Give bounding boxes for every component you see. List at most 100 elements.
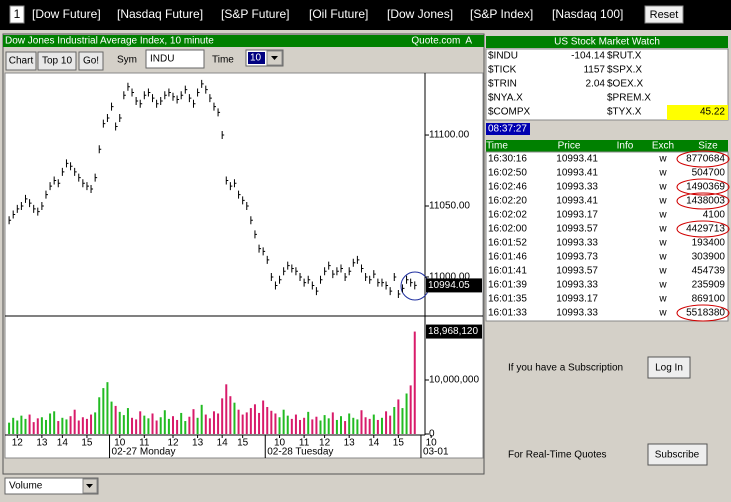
price-bar (291, 264, 294, 273)
x-tick-label: 14 (217, 438, 229, 449)
volume-bar (340, 416, 342, 434)
watch-value: -104.14 (571, 51, 605, 62)
date-label: 02-27 Monday (112, 447, 176, 458)
chart-title: Dow Jones Industrial Average Index, 10 m… (5, 36, 214, 47)
volume-bar (376, 419, 379, 434)
price-bar (225, 176, 229, 185)
trade-exch: w (658, 308, 667, 319)
reset-label[interactable]: Reset (650, 9, 679, 21)
price-bar (94, 173, 98, 182)
nav-link[interactable]: [Nasdaq 100] (552, 7, 623, 21)
y-tick-label: 11050.00 (429, 201, 470, 212)
trade-size: 5518380 (686, 308, 725, 319)
subscribe-label[interactable]: Subscribe (655, 450, 700, 461)
price-bar (176, 95, 180, 104)
price-bar (98, 145, 102, 154)
price-bar (299, 272, 303, 281)
chart-header (3, 35, 484, 47)
volume-bar (8, 422, 11, 434)
page-button-label[interactable]: 1 (14, 7, 21, 21)
chart-button[interactable] (5, 51, 37, 71)
login-button[interactable] (647, 356, 691, 379)
indicator-value[interactable]: Volume (9, 481, 43, 492)
price-bar (53, 176, 57, 185)
go-button[interactable] (78, 51, 104, 71)
trade-price: 10993.33 (556, 182, 598, 193)
price-bar (147, 88, 151, 97)
price-bar (131, 88, 135, 97)
nav-link[interactable]: [Dow Jones] (387, 7, 453, 21)
volume-bar (258, 412, 261, 434)
volume-bar (126, 408, 129, 434)
sym-input[interactable] (145, 49, 205, 69)
x-tick-label: 13 (344, 438, 356, 449)
price-bar (385, 281, 389, 290)
volume-bar (249, 408, 252, 434)
volume-bar (319, 420, 322, 434)
trade-price: 10993.17 (556, 210, 598, 221)
x-tick-label: 13 (36, 438, 48, 449)
x-tick-label: 15 (81, 438, 93, 449)
volume-bar (385, 411, 388, 434)
trade-time: 16:02:00 (488, 224, 527, 235)
price-bar (324, 267, 327, 276)
volume-bar (57, 421, 60, 434)
volume-bar (192, 409, 195, 434)
rt-text: For Real-Time Quotes (508, 450, 607, 461)
volume-bar (40, 417, 43, 434)
login-label[interactable]: Log In (655, 363, 683, 374)
volume-bar (159, 417, 162, 434)
price-bar (295, 267, 298, 276)
watch-value: 1157 (583, 65, 605, 76)
time-value[interactable]: 10 (250, 53, 262, 64)
price-bar (180, 91, 184, 100)
watch-value: 45.22 (700, 107, 725, 118)
nav-link[interactable]: [S&P Index] (470, 7, 533, 21)
nav-link[interactable]: [S&P Future] (221, 7, 289, 21)
sym-value[interactable]: INDU (150, 54, 174, 65)
watch-symbol: $INDU (488, 51, 518, 62)
volume-bar (262, 400, 265, 434)
trade-time: 16:01:41 (488, 266, 527, 277)
nav-link[interactable]: [Dow Future] (32, 7, 101, 21)
nav-link[interactable]: [Nasdaq Future] (117, 7, 203, 21)
nav-link[interactable]: [Oil Future] (309, 7, 368, 21)
price-bar (311, 281, 315, 290)
watch-symbol: $RUT.X (607, 51, 642, 62)
price-bar (287, 261, 290, 270)
price-bar (29, 199, 32, 208)
price-bar (156, 99, 159, 108)
price-bar (328, 261, 331, 270)
price-bar (102, 119, 106, 128)
volume-bar (253, 404, 256, 434)
reset-button[interactable] (644, 5, 684, 24)
price-bar (365, 272, 368, 281)
page-button[interactable] (9, 5, 25, 24)
price-bar (37, 207, 40, 216)
y-tick-label: 0 (429, 429, 435, 440)
volume-bar (184, 421, 187, 434)
chart-button-label[interactable]: Chart (9, 56, 34, 67)
price-bar (8, 216, 12, 225)
price-bar (401, 284, 405, 293)
trade-price: 10993.33 (556, 280, 598, 291)
top10-button[interactable] (37, 51, 77, 71)
price-bar (303, 278, 307, 287)
indicator-select[interactable] (4, 477, 99, 495)
size-circle (676, 192, 730, 210)
price-bar (307, 275, 311, 284)
volume-bar (372, 414, 375, 434)
volume-bar (368, 418, 371, 434)
subscribe-button[interactable] (647, 443, 708, 466)
go-button-label[interactable]: Go! (83, 56, 99, 67)
volume-bar (94, 412, 97, 434)
watch-symbol: $TRIN (488, 79, 517, 90)
sym-label: Sym (117, 55, 137, 66)
volume-bar (278, 417, 281, 434)
top10-button-label[interactable]: Top 10 (42, 56, 72, 67)
date-label: 03-01 (423, 447, 449, 458)
price-bar (352, 258, 356, 267)
volume-bar (98, 397, 101, 434)
x-tick-label: 15 (393, 438, 405, 449)
trade-price: 10993.41 (556, 154, 598, 165)
